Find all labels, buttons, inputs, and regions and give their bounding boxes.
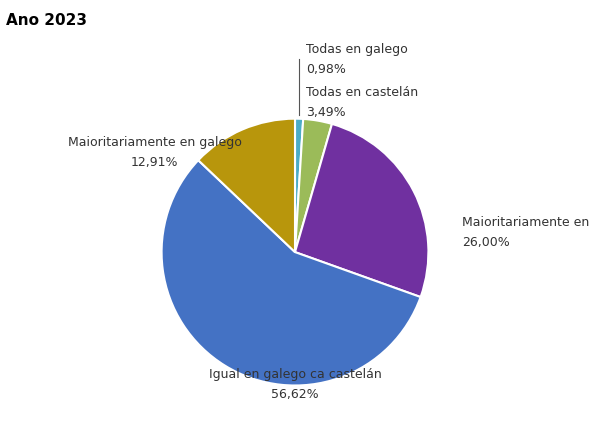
Wedge shape (295, 119, 303, 252)
Text: Maioritariamente en castelán: Maioritariamente en castelán (462, 216, 590, 229)
Text: 3,49%: 3,49% (306, 106, 346, 119)
Text: 12,91%: 12,91% (131, 156, 179, 169)
Text: 26,00%: 26,00% (462, 236, 510, 249)
Wedge shape (295, 124, 428, 297)
Wedge shape (162, 160, 421, 385)
Text: Todas en castelán: Todas en castelán (306, 86, 418, 99)
Text: Todas en galego: Todas en galego (306, 43, 408, 56)
Text: Maioritariamente en galego: Maioritariamente en galego (68, 136, 242, 149)
Text: Igual en galego ca castelán: Igual en galego ca castelán (209, 368, 381, 381)
Text: Ano 2023: Ano 2023 (6, 13, 87, 27)
Text: 56,62%: 56,62% (271, 388, 319, 401)
Wedge shape (198, 119, 295, 252)
Wedge shape (295, 119, 332, 252)
Text: 0,98%: 0,98% (306, 63, 346, 76)
